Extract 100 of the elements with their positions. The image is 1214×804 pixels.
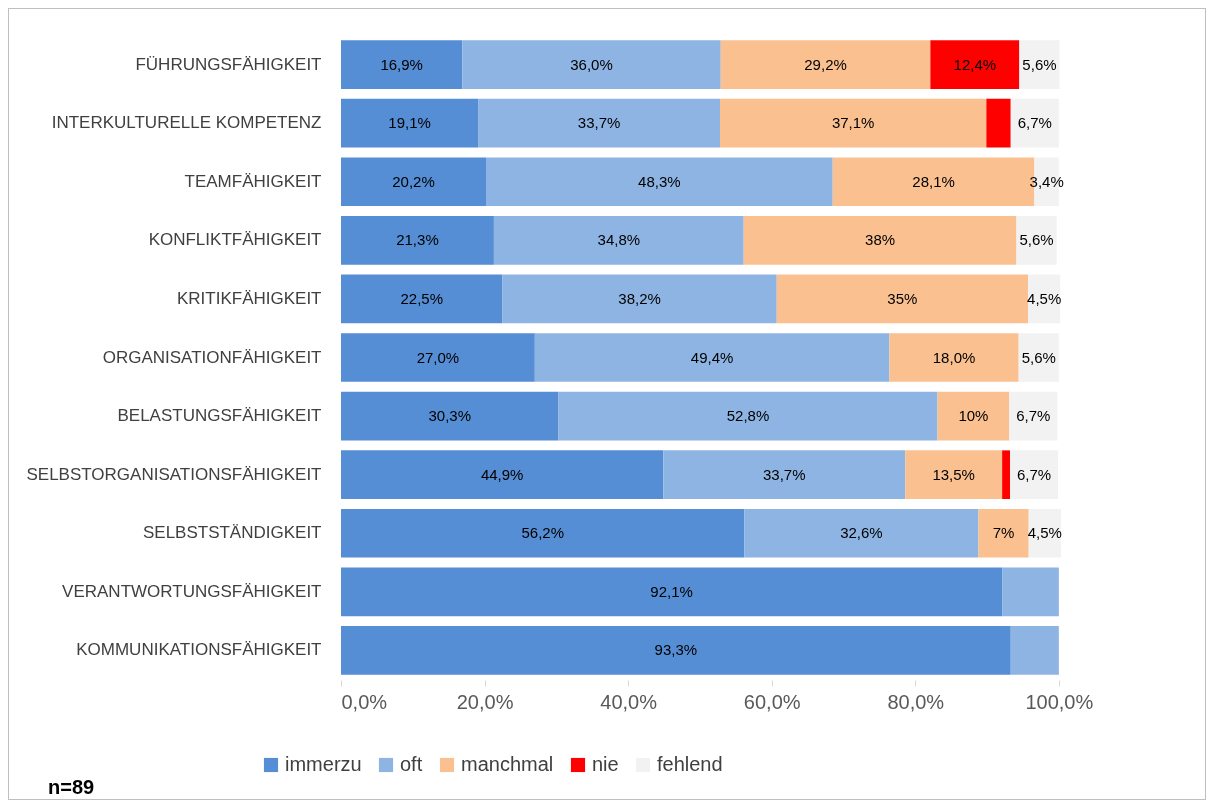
bar — [341, 40, 463, 89]
bar — [493, 216, 744, 265]
data-label: 6,7% — [1017, 114, 1052, 132]
data-label: 49,4% — [690, 348, 734, 366]
data-label: 21,3% — [396, 231, 439, 249]
bar — [502, 274, 777, 324]
bar — [1009, 391, 1058, 441]
bar — [341, 216, 494, 265]
x-tick-label: 80,0% — [887, 690, 945, 713]
data-label: 28,1% — [912, 172, 955, 190]
bar — [986, 98, 1011, 148]
x-tick-label: 100,0% — [1025, 690, 1094, 713]
y-tick-label: ORGANISATIONFÄHIGKEIT — [102, 347, 322, 367]
bar — [1010, 98, 1059, 148]
text: n=89 — [48, 776, 95, 799]
bar — [486, 157, 833, 207]
data-label: 92,1% — [650, 582, 693, 600]
bar — [744, 508, 979, 558]
legend-label: oft — [400, 753, 423, 775]
data-label: 5,6% — [1022, 55, 1057, 73]
bar — [478, 98, 721, 148]
data-label: 48,3% — [638, 172, 681, 190]
bar — [978, 508, 1029, 558]
data-label: 29,2% — [804, 55, 847, 73]
legend-label: nie — [592, 753, 619, 775]
data-label: 7% — [992, 524, 1015, 542]
data-label: 3,4% — [1029, 172, 1064, 190]
data-label: 19,1% — [388, 114, 431, 132]
bar — [1002, 450, 1011, 499]
data-label: 37,1% — [831, 114, 875, 132]
data-label: 34,8% — [597, 231, 641, 249]
bar — [534, 333, 890, 382]
bar — [341, 98, 479, 148]
y-tick-label: FÜHRUNGSFÄHIGKEIT — [135, 54, 322, 74]
data-label: 35% — [887, 289, 918, 307]
y-tick-label: TEAMFÄHIGKEIT — [184, 171, 322, 191]
bar — [930, 40, 1020, 89]
data-label: 10% — [958, 407, 989, 425]
data-label: 16,9% — [380, 55, 423, 73]
bar — [1010, 626, 1059, 675]
x-tick-label: 20,0% — [456, 690, 514, 713]
bar — [462, 40, 721, 89]
bar — [720, 98, 987, 148]
bar — [776, 274, 1028, 324]
data-label: 5,6% — [1021, 348, 1056, 366]
bar — [1010, 450, 1059, 499]
data-label: 6,7% — [1016, 465, 1052, 483]
data-label: 4,5% — [1027, 524, 1062, 542]
y-tick-label: SELBSTSTÄNDIGKEIT — [142, 523, 322, 543]
bar — [341, 508, 745, 558]
data-label: 5,6% — [1019, 231, 1054, 249]
bar — [341, 450, 664, 499]
bar — [341, 567, 1003, 617]
bar — [558, 391, 938, 441]
data-label: 38% — [865, 231, 896, 249]
y-tick-label: SELBSTORGANISATIONSFÄHIGKEIT — [26, 464, 322, 484]
bar — [341, 391, 559, 441]
data-label: 30,3% — [428, 407, 472, 425]
bar — [1002, 567, 1059, 617]
bar — [720, 40, 931, 89]
data-label: 33,7% — [763, 465, 806, 483]
legend-label: fehlend — [657, 753, 723, 775]
data-label: 12,4% — [953, 55, 997, 73]
data-label: 52,8% — [726, 407, 770, 425]
y-tick-label: KRITIKFÄHIGKEIT — [176, 288, 322, 308]
data-label: 33,7% — [577, 114, 621, 132]
bar — [341, 157, 486, 207]
bar — [341, 274, 503, 324]
data-label: 32,6% — [840, 524, 883, 542]
bar — [1019, 40, 1060, 89]
legend-label: manchmal — [461, 753, 554, 775]
x-tick-label: 60,0% — [743, 690, 801, 713]
data-label: 6,7% — [1016, 407, 1051, 425]
bar — [905, 450, 1003, 499]
bar — [1016, 216, 1057, 265]
data-label: 13,5% — [932, 465, 975, 483]
data-label: 27,0% — [416, 348, 460, 366]
bar — [663, 450, 906, 499]
data-label: 20,2% — [392, 172, 435, 190]
bar — [889, 333, 1019, 382]
data-label: 44,9% — [480, 465, 524, 483]
data-label: 38,2% — [618, 289, 661, 307]
bar — [937, 391, 1010, 441]
data-label: 18,0% — [932, 348, 976, 366]
data-label: 93,3% — [654, 641, 698, 659]
bar — [341, 333, 535, 382]
y-tick-label: KONFLIKTFÄHIGKEIT — [148, 230, 322, 250]
data-label: 36,0% — [570, 55, 613, 73]
x-tick-label: 40,0% — [600, 690, 658, 713]
data-label: 4,5% — [1027, 289, 1062, 307]
y-tick-label: KOMMUNIKATIONSFÄHIGKEIT — [76, 640, 322, 660]
x-tick-label: 0,0% — [341, 690, 388, 713]
y-tick-label: INTERKULTURELLE KOMPETENZ — [51, 113, 322, 133]
bar — [743, 216, 1017, 265]
legend-label: immerzu — [285, 753, 362, 775]
bar — [1018, 333, 1059, 382]
bar — [341, 626, 1011, 675]
y-tick-label: BELASTUNGSFÄHIGKEIT — [117, 406, 322, 426]
y-tick-label: VERANTWORTUNGSFÄHIGKEIT — [62, 581, 322, 601]
data-label: 56,2% — [521, 524, 564, 542]
